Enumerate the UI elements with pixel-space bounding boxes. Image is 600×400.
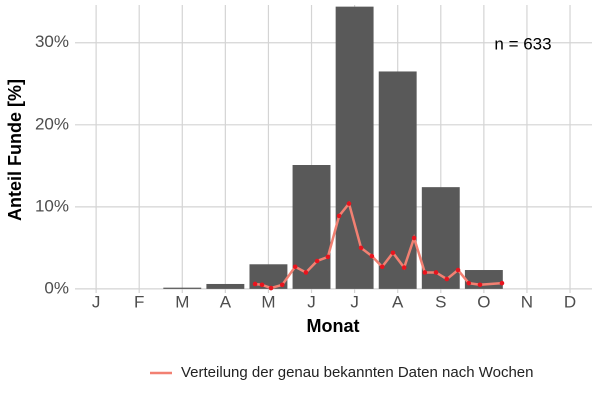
line-point xyxy=(499,280,505,286)
line-point xyxy=(466,280,472,286)
line-point xyxy=(477,282,483,288)
bar xyxy=(292,165,331,289)
line-point xyxy=(444,276,450,282)
bar xyxy=(335,6,374,289)
y-tick-label: 10% xyxy=(35,196,69,215)
x-tick-label: J xyxy=(350,292,359,311)
line-point xyxy=(390,250,396,256)
x-tick-label: N xyxy=(521,292,533,311)
line-point xyxy=(252,281,258,287)
line-point xyxy=(411,235,417,241)
line-point xyxy=(401,265,407,270)
line-point xyxy=(433,270,439,275)
y-tick-label: 30% xyxy=(35,32,69,51)
line-point xyxy=(268,285,274,291)
x-tick-label: J xyxy=(92,292,101,311)
bar xyxy=(378,71,417,289)
marks xyxy=(163,6,505,291)
line-point xyxy=(325,254,331,260)
annotation: n = 633 xyxy=(494,34,551,53)
y-tick-label: 20% xyxy=(35,114,69,133)
x-tick-label: M xyxy=(261,292,275,311)
bar xyxy=(464,270,503,289)
bar xyxy=(163,287,202,289)
line-point xyxy=(455,267,461,273)
x-tick-label: M xyxy=(175,292,189,311)
line-point xyxy=(336,213,342,219)
line-point xyxy=(279,282,285,288)
legend-label: Verteilung der genau bekannten Daten nac… xyxy=(181,364,534,381)
x-tick-label: A xyxy=(392,292,404,311)
line-point xyxy=(346,201,352,206)
line-point xyxy=(358,245,364,251)
line-point xyxy=(369,253,375,259)
x-tick-label: S xyxy=(435,292,446,311)
line-point xyxy=(303,270,309,275)
x-axis-label: Monat xyxy=(307,316,360,336)
line-point xyxy=(379,264,385,270)
y-tick-label: 0% xyxy=(44,278,69,297)
x-tick-label: A xyxy=(220,292,232,311)
y-axis-label: Anteil Funde [%] xyxy=(5,79,25,221)
x-tick-label: J xyxy=(307,292,316,311)
line-point xyxy=(259,282,265,288)
bar xyxy=(206,283,245,289)
x-tick-label: F xyxy=(134,292,144,311)
line-point xyxy=(314,258,320,264)
x-tick-label: O xyxy=(477,292,490,311)
x-tick-label: D xyxy=(564,292,576,311)
line-point xyxy=(292,264,298,270)
line-point xyxy=(422,270,428,275)
